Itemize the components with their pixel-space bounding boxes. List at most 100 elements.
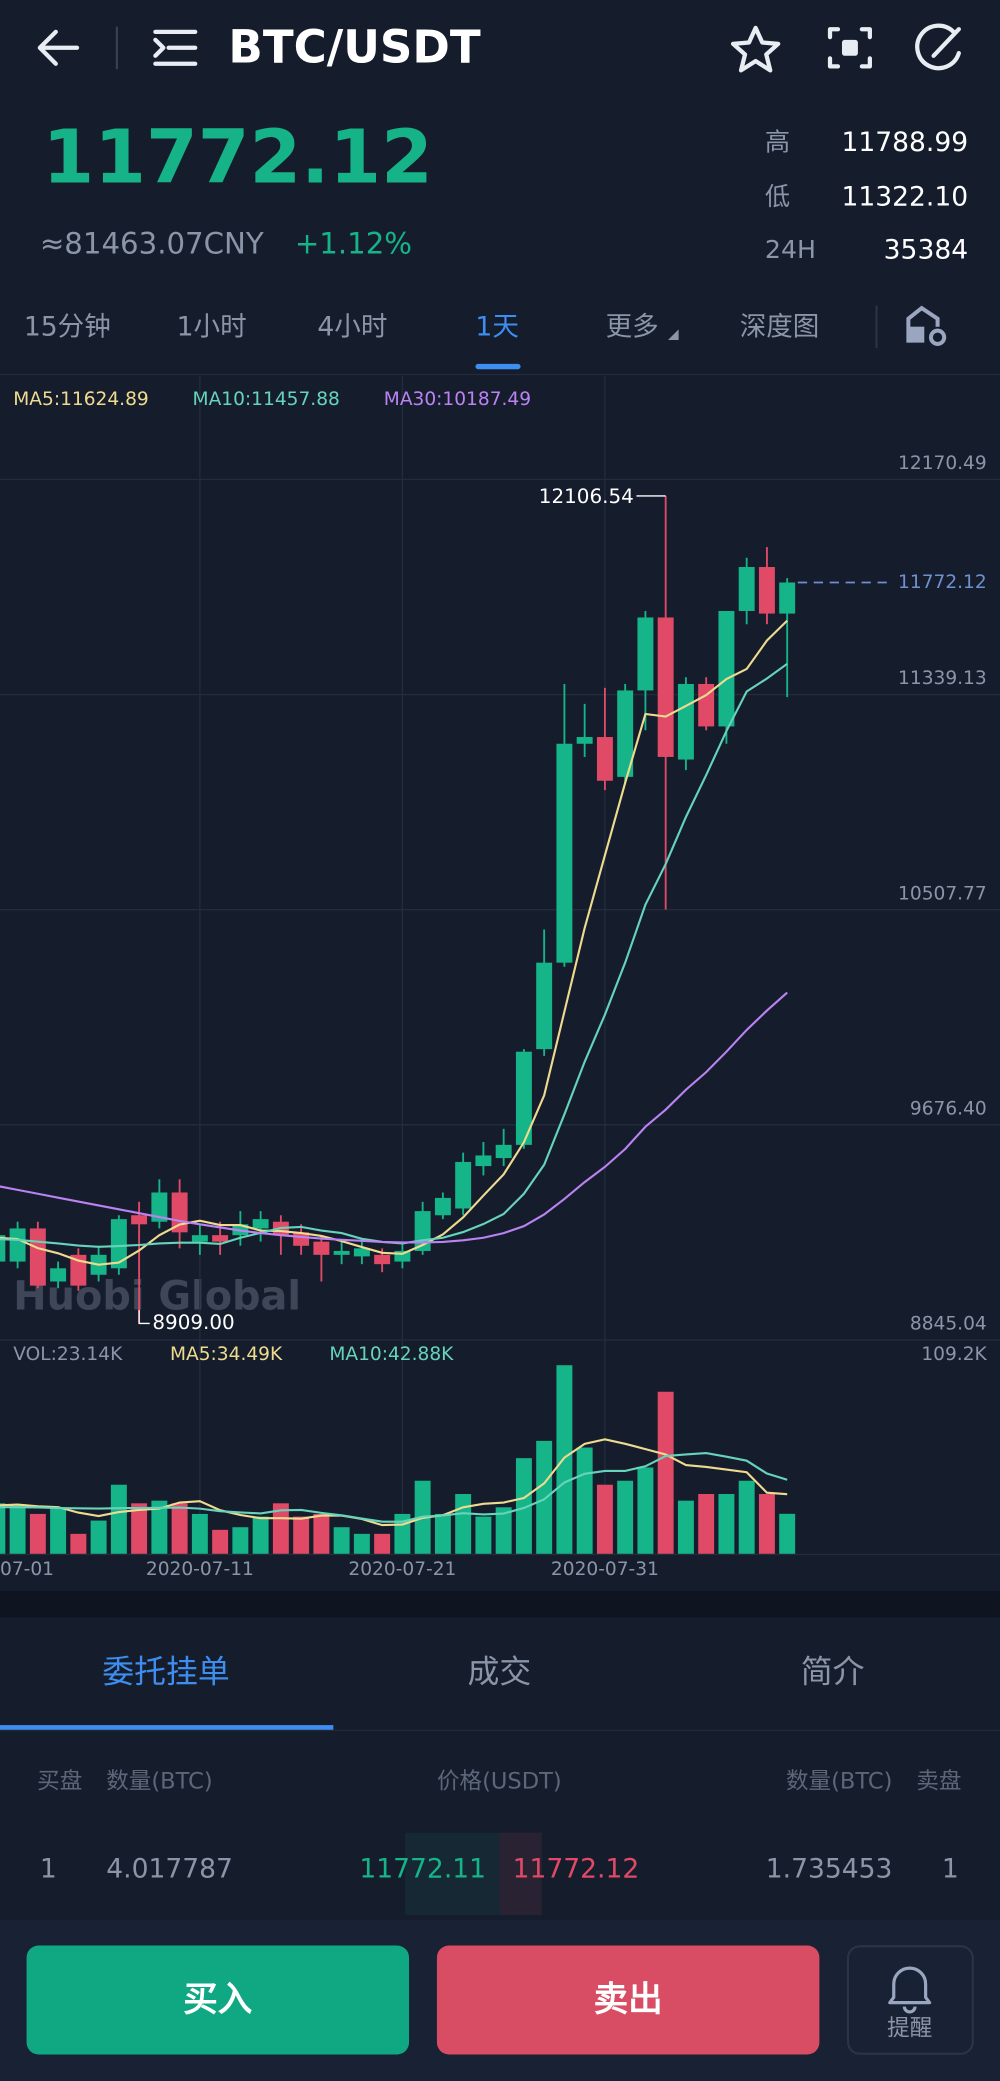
- bell-icon: [888, 1966, 932, 2014]
- buy-label[interactable]: 买入: [183, 1980, 253, 2020]
- candle-body: [455, 1161, 472, 1209]
- candle-body: [779, 582, 796, 614]
- separator: [0, 1590, 1000, 1618]
- order-tab[interactable]: 成交: [467, 1652, 531, 1690]
- more-tab[interactable]: 更多: [606, 312, 659, 343]
- candle-body: [556, 743, 573, 963]
- y-tick-label: 8845.04: [910, 1314, 987, 1335]
- order-tab-active[interactable]: 委托挂单: [102, 1652, 229, 1690]
- order-tab[interactable]: 简介: [801, 1652, 865, 1690]
- volume-bar: [455, 1494, 472, 1554]
- candle-body: [677, 683, 694, 760]
- menu-button[interactable]: [153, 29, 198, 66]
- legend-entry: MA5:34.49K: [170, 1344, 283, 1365]
- x-tick-label: 2020-07-11: [146, 1559, 254, 1580]
- candle-body: [29, 1228, 46, 1286]
- cny-price: ≈81463.07CNY: [40, 227, 264, 261]
- min-marker-line: [138, 1310, 150, 1325]
- candle-body: [434, 1197, 451, 1216]
- favorite-button[interactable]: [730, 25, 781, 73]
- volume-bar: [70, 1533, 87, 1554]
- sell-label[interactable]: 卖出: [594, 1980, 663, 2020]
- volume-bar: [475, 1516, 492, 1554]
- volume-bar: [90, 1520, 107, 1554]
- volume-bar: [718, 1494, 735, 1554]
- candle-body: [394, 1250, 411, 1262]
- chart-settings-button[interactable]: [906, 305, 947, 346]
- volume-bar: [0, 1503, 6, 1554]
- screenshot-button[interactable]: [827, 27, 872, 69]
- column-header: 价格(USDT): [437, 1769, 562, 1795]
- high-label: 高: [765, 127, 790, 156]
- ma-line: [0, 619, 788, 1266]
- candle-body: [50, 1268, 67, 1282]
- candle-body: [718, 610, 735, 727]
- share-button[interactable]: [915, 23, 961, 71]
- buy-button[interactable]: [26, 1945, 410, 2055]
- volume-bar: [212, 1529, 229, 1554]
- volume-bar: [738, 1480, 755, 1554]
- candle-body: [333, 1250, 350, 1255]
- candle-body: [212, 1235, 229, 1242]
- bid-price[interactable]: 11772.11: [359, 1853, 486, 1884]
- column-header: 数量(BTC): [106, 1769, 212, 1795]
- candle-body: [738, 567, 755, 611]
- ask-rank: 1: [942, 1853, 959, 1884]
- bid-depth-shade: [405, 1832, 500, 1915]
- more-caret: [667, 329, 679, 340]
- x-tick-label: 2020-07-31: [551, 1559, 659, 1580]
- volume-bar: [50, 1507, 67, 1554]
- y-tick-label: 9676.40: [910, 1098, 987, 1119]
- y-tick-label: 12170.49: [898, 453, 987, 474]
- volume-ma-line: [0, 1438, 788, 1527]
- volume-bar: [333, 1527, 350, 1554]
- vol-label: 24H: [765, 235, 816, 264]
- volume-bar: [758, 1494, 775, 1554]
- volume-bar: [596, 1484, 613, 1554]
- volume-bar: [434, 1513, 451, 1554]
- volume-bar: [617, 1480, 634, 1554]
- last-price: 11772.12: [42, 114, 432, 201]
- ask-price[interactable]: 11772.12: [513, 1853, 640, 1884]
- legend-entry: MA10:42.88K: [329, 1344, 454, 1365]
- interval-tab[interactable]: 15分钟: [24, 312, 111, 343]
- volume-bar: [779, 1513, 796, 1554]
- volume-bar: [191, 1513, 208, 1554]
- volume-bar: [29, 1513, 46, 1554]
- candle-body: [70, 1254, 87, 1286]
- candle-body: [131, 1215, 148, 1225]
- alert-button[interactable]: [846, 1945, 974, 2055]
- volume-bar: [536, 1440, 553, 1554]
- candle-body: [353, 1248, 370, 1257]
- alert-label[interactable]: 提醒: [887, 2016, 932, 2042]
- chart-area: Huobi Global12170.4911339.1310507.779676…: [0, 375, 1000, 1580]
- volume-bar: [171, 1503, 188, 1554]
- candle-body: [0, 1235, 6, 1262]
- volume-bar: [293, 1516, 310, 1554]
- interval-tab[interactable]: 4小时: [317, 312, 387, 343]
- sell-button[interactable]: [436, 1945, 820, 2055]
- last-price-label: 11772.12: [898, 572, 987, 593]
- low-value: 11322.10: [841, 181, 968, 212]
- candle-body: [515, 1051, 532, 1145]
- volume-bar: [698, 1494, 715, 1554]
- interval-tab-active[interactable]: 1天: [475, 312, 518, 343]
- candle-body: [252, 1219, 269, 1229]
- volume-ma-line: [0, 1452, 788, 1523]
- column-header: 数量(BTC): [786, 1769, 892, 1795]
- volume-bar: [374, 1533, 391, 1554]
- legend-entry: MA30:10187.49: [384, 389, 531, 410]
- max-label: 12106.54: [539, 485, 634, 508]
- volume-bar: [576, 1447, 593, 1554]
- back-button[interactable]: [37, 29, 80, 66]
- depth-tab[interactable]: 深度图: [740, 312, 820, 343]
- volume-bar: [9, 1504, 26, 1554]
- vol-value: 35384: [884, 234, 968, 265]
- volume-bar: [495, 1507, 512, 1554]
- interval-tab[interactable]: 1小时: [177, 312, 247, 343]
- volume-bar: [252, 1516, 269, 1554]
- volume-bar: [313, 1513, 330, 1554]
- order-tab-indicator: [0, 1725, 334, 1731]
- candle-body: [536, 962, 553, 1050]
